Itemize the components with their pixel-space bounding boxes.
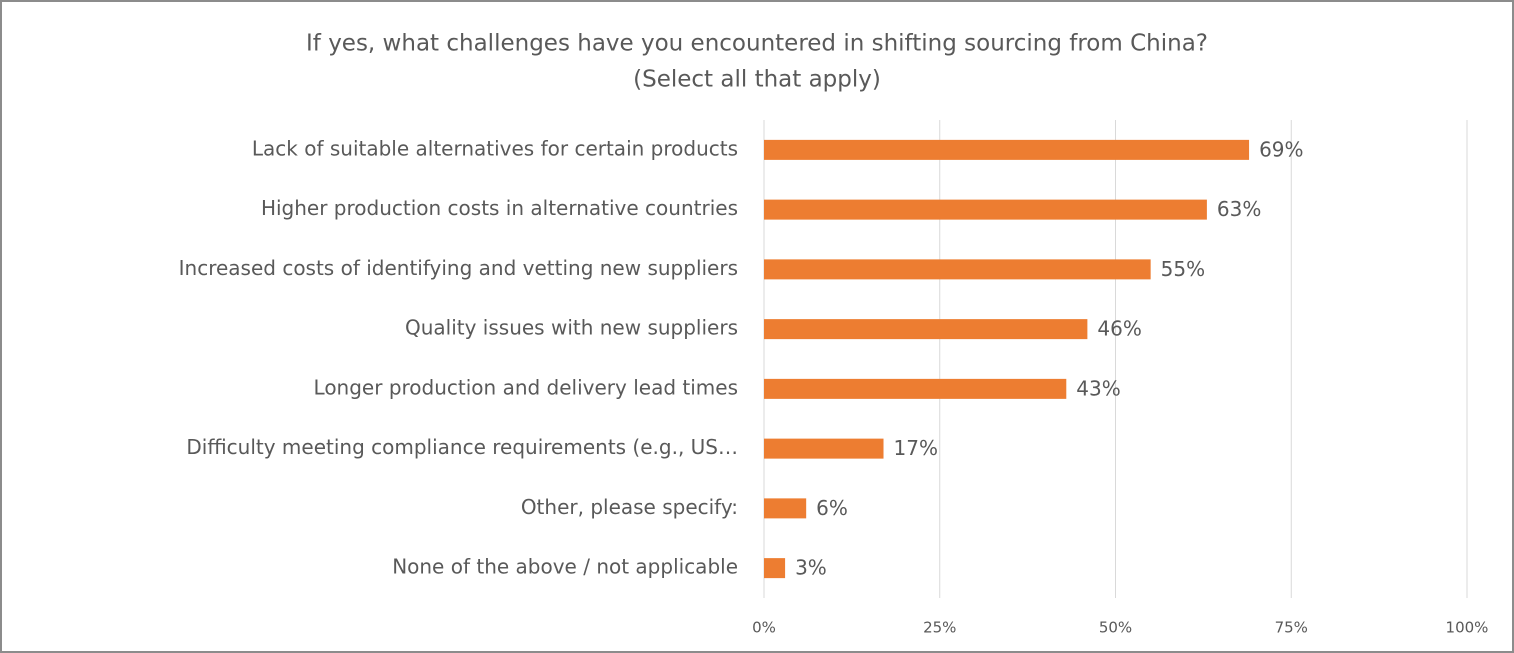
category-label: Higher production costs in alternative c… (261, 196, 738, 220)
bar (764, 319, 1088, 340)
category-label: Longer production and delivery lead time… (314, 375, 738, 399)
category-label: None of the above / not applicable (392, 555, 738, 579)
x-tick-label: 50% (1099, 619, 1132, 637)
x-tick-label: 0% (752, 619, 776, 637)
bar (764, 139, 1250, 160)
value-label: 69% (1259, 137, 1303, 161)
category-label: Other, please specify: (521, 495, 738, 519)
chart-title: If yes, what challenges have you encount… (306, 31, 1208, 57)
value-label: 3% (795, 556, 827, 580)
chart-subtitle: (Select all that apply) (633, 67, 881, 93)
category-label: Increased costs of identifying and vetti… (179, 256, 738, 280)
bar (764, 199, 1207, 220)
value-label: 17% (894, 436, 938, 460)
bar (764, 259, 1151, 280)
x-tick-label: 100% (1446, 619, 1489, 637)
value-label: 55% (1161, 257, 1205, 281)
category-label: Lack of suitable alternatives for certai… (252, 136, 738, 160)
value-label: 6% (816, 496, 848, 520)
bar (764, 498, 807, 519)
value-label: 46% (1097, 317, 1141, 341)
value-label: 63% (1217, 197, 1261, 221)
bar (764, 378, 1067, 399)
bar (764, 558, 786, 579)
x-tick-label: 75% (1275, 619, 1308, 637)
category-label: Quality issues with new suppliers (405, 316, 738, 340)
value-label: 43% (1076, 376, 1120, 400)
category-label: Difficulty meeting compliance requiremen… (186, 435, 738, 459)
x-tick-label: 25% (923, 619, 956, 637)
bar (764, 438, 884, 459)
